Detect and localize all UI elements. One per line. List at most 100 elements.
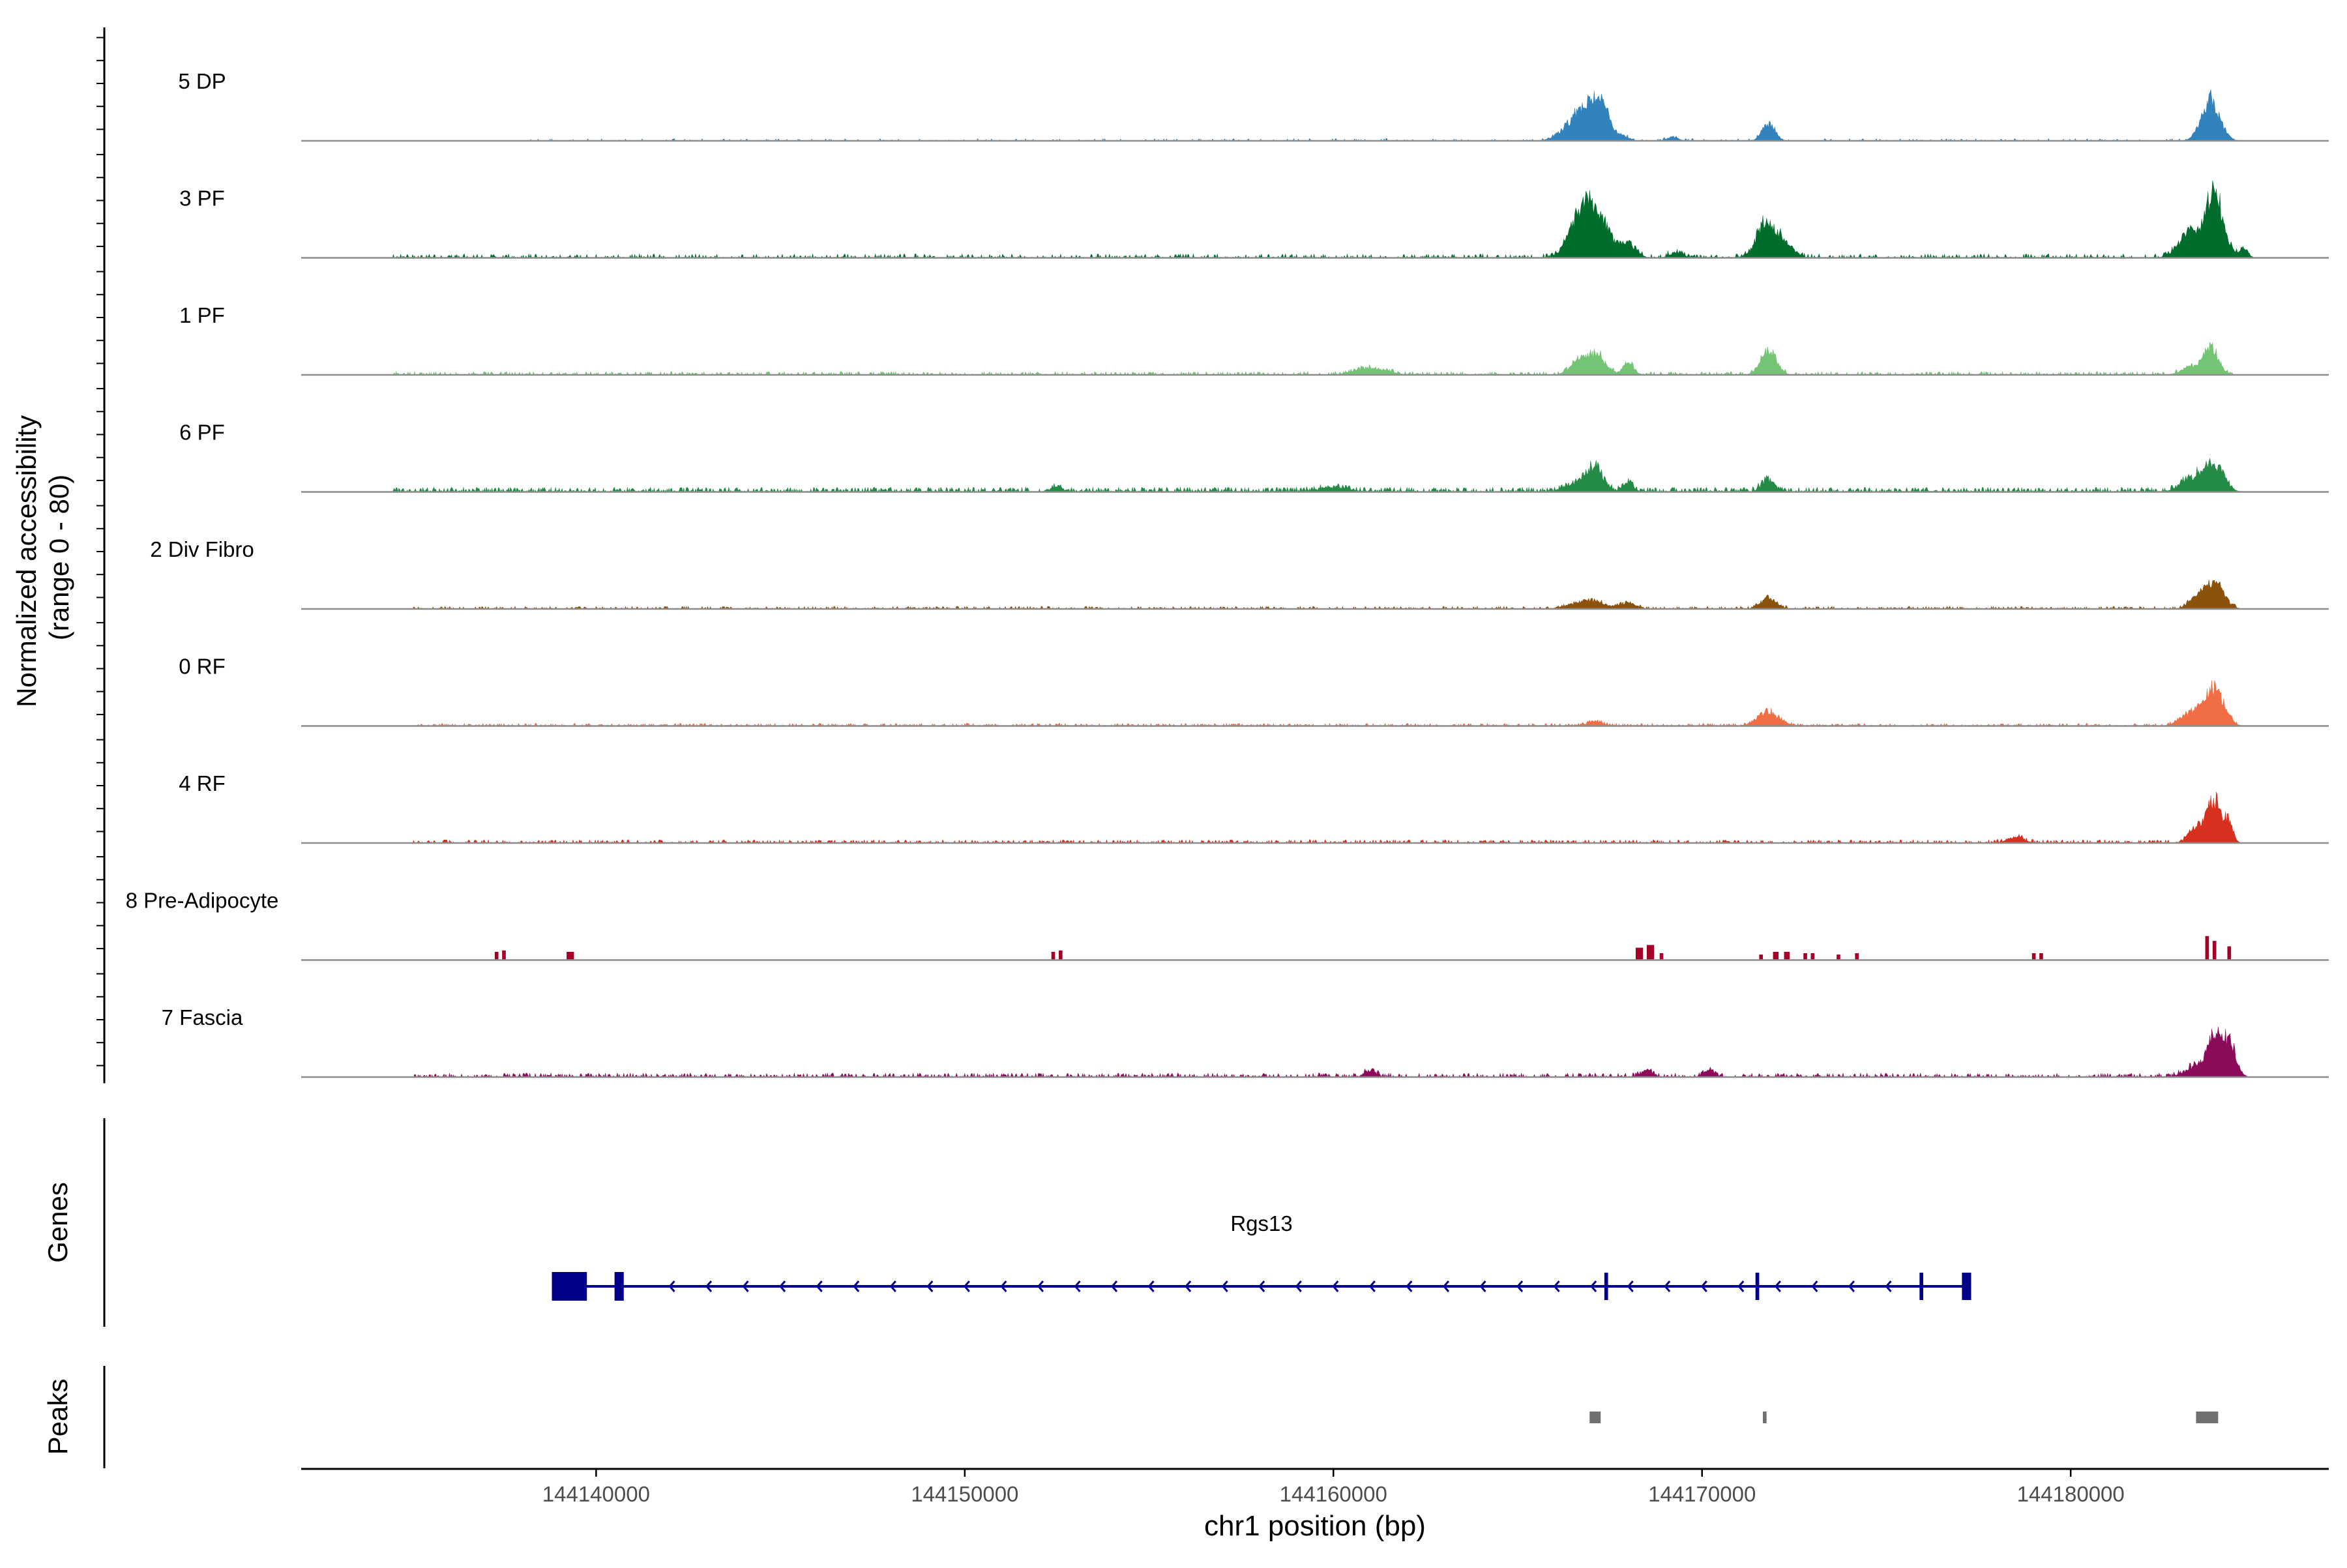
strand-arrow	[1368, 1280, 1376, 1292]
strand-arrow	[1553, 1280, 1560, 1292]
strand-arrow	[1811, 1280, 1818, 1292]
gene-exon	[1604, 1273, 1608, 1300]
strand-arrow	[1258, 1280, 1265, 1292]
coverage-tracks: 5 DP 3 PF 1 PF 6 PF 2 Div Fibro 0 RF 4 RF 8 Pre…	[126, 69, 2329, 1078]
x-tick-label: 144170000	[1648, 1482, 1756, 1506]
genes-axis-label: Genes	[42, 1182, 73, 1263]
x-axis: 144140000 144150000 144160000 144170000 1441…	[301, 1468, 2329, 1542]
coverage-track: 2 Div Fibro	[150, 537, 2329, 610]
coverage-bar	[1759, 954, 1764, 960]
strand-arrow	[1627, 1280, 1634, 1292]
coverage-bar	[502, 950, 506, 960]
strand-arrow	[1516, 1280, 1524, 1292]
strand-arrow	[1737, 1280, 1745, 1292]
strand-arrow	[1700, 1280, 1707, 1292]
peaks-panel: Peaks	[42, 1366, 2219, 1468]
strand-arrow	[742, 1280, 749, 1292]
coverage-bar	[1837, 954, 1840, 960]
peak-region	[1763, 1412, 1767, 1423]
strand-arrow	[816, 1280, 823, 1292]
gene-exon	[1962, 1273, 1971, 1300]
coverage-y-axis-label: Normalized accessibility (range 0 - 80)	[11, 407, 74, 707]
coverage-track: 0 RF	[179, 655, 2329, 727]
x-axis-label: chr1 position (bp)	[1204, 1510, 1426, 1542]
coverage-bar	[1635, 947, 1644, 960]
coverage-track: 4 RF	[179, 771, 2329, 844]
coverage-bar	[1810, 953, 1815, 960]
x-tick-label: 144140000	[542, 1482, 650, 1506]
coverage-y-axis	[96, 27, 106, 1084]
coverage-bar	[2031, 953, 2036, 960]
track-label: 8 Pre-Adipocyte	[126, 889, 279, 913]
gene-exon	[1919, 1273, 1923, 1300]
strand-arrow	[1885, 1280, 1892, 1292]
gene-exon	[552, 1272, 587, 1301]
x-tick-label: 144160000	[1280, 1482, 1387, 1506]
peaks-axis-label: Peaks	[42, 1379, 73, 1455]
peak-region	[2196, 1412, 2219, 1423]
strand-arrow	[1590, 1280, 1597, 1292]
gene-name-label: Rgs13	[1230, 1211, 1292, 1235]
strand-arrow	[1221, 1280, 1228, 1292]
strand-arrow	[889, 1280, 896, 1292]
coverage-track: 3 PF	[179, 180, 2329, 259]
strand-arrow	[1332, 1280, 1339, 1292]
coverage-bar	[1659, 953, 1664, 960]
gene-models: Rgs13	[552, 1211, 1971, 1301]
peak-region	[1589, 1412, 1601, 1423]
strand-arrow	[779, 1280, 786, 1292]
strand-arrow	[1664, 1280, 1671, 1292]
strand-arrow	[1037, 1280, 1044, 1292]
x-tick-label: 144150000	[911, 1482, 1018, 1506]
coverage-bar	[567, 951, 574, 960]
strand-arrow	[1295, 1280, 1302, 1292]
track-label: 2 Div Fibro	[150, 537, 254, 561]
coverage-bar	[1773, 951, 1779, 960]
gene-exon	[1755, 1273, 1760, 1300]
coverage-track: 7 Fascia	[162, 1005, 2329, 1078]
coverage-bar	[1784, 951, 1790, 960]
strand-arrow	[668, 1280, 675, 1292]
coverage-bar	[1855, 953, 1859, 960]
strand-arrow	[1848, 1280, 1855, 1292]
strand-arrow	[1406, 1280, 1413, 1292]
peak-regions	[1589, 1412, 2219, 1423]
strand-arrow	[1147, 1280, 1155, 1292]
strand-arrow	[963, 1280, 970, 1292]
coverage-bar	[2039, 953, 2043, 960]
strand-arrow	[1442, 1280, 1450, 1292]
coverage-bar	[1646, 945, 1655, 960]
strand-arrow	[1774, 1280, 1781, 1292]
coverage-track: 6 PF	[179, 421, 2329, 493]
strand-arrow	[1185, 1280, 1192, 1292]
strand-arrow	[1074, 1280, 1081, 1292]
track-label: 1 PF	[179, 303, 225, 327]
strand-arrow	[926, 1280, 934, 1292]
strand-arrow	[1479, 1280, 1486, 1292]
coverage-bar	[1051, 951, 1055, 960]
track-label: 4 RF	[179, 771, 226, 795]
coverage-bar	[1803, 953, 1807, 960]
strand-arrow	[1111, 1280, 1118, 1292]
strand-arrow	[853, 1280, 860, 1292]
strand-arrow	[705, 1280, 713, 1292]
coverage-track: 5 DP	[178, 69, 2329, 142]
strand-arrow	[1000, 1280, 1007, 1292]
coverage-bar	[494, 951, 499, 960]
track-label: 7 Fascia	[162, 1005, 243, 1029]
coverage-track: 1 PF	[179, 303, 2329, 376]
track-label: 6 PF	[179, 421, 225, 445]
track-label: 0 RF	[179, 655, 226, 679]
track-label: 3 PF	[179, 186, 225, 211]
genes-panel: Genes Rgs13	[42, 1118, 1971, 1327]
coverage-bar	[2205, 936, 2209, 960]
coverage-bar	[2212, 941, 2217, 960]
x-tick-label: 144180000	[2017, 1482, 2125, 1506]
coverage-track: 8 Pre-Adipocyte	[126, 889, 2329, 961]
track-label: 5 DP	[178, 69, 226, 93]
x-ticks: 144140000 144150000 144160000 144170000 1441…	[542, 1469, 2125, 1506]
gene-exon	[614, 1272, 624, 1301]
coverage-bar	[1059, 950, 1063, 960]
